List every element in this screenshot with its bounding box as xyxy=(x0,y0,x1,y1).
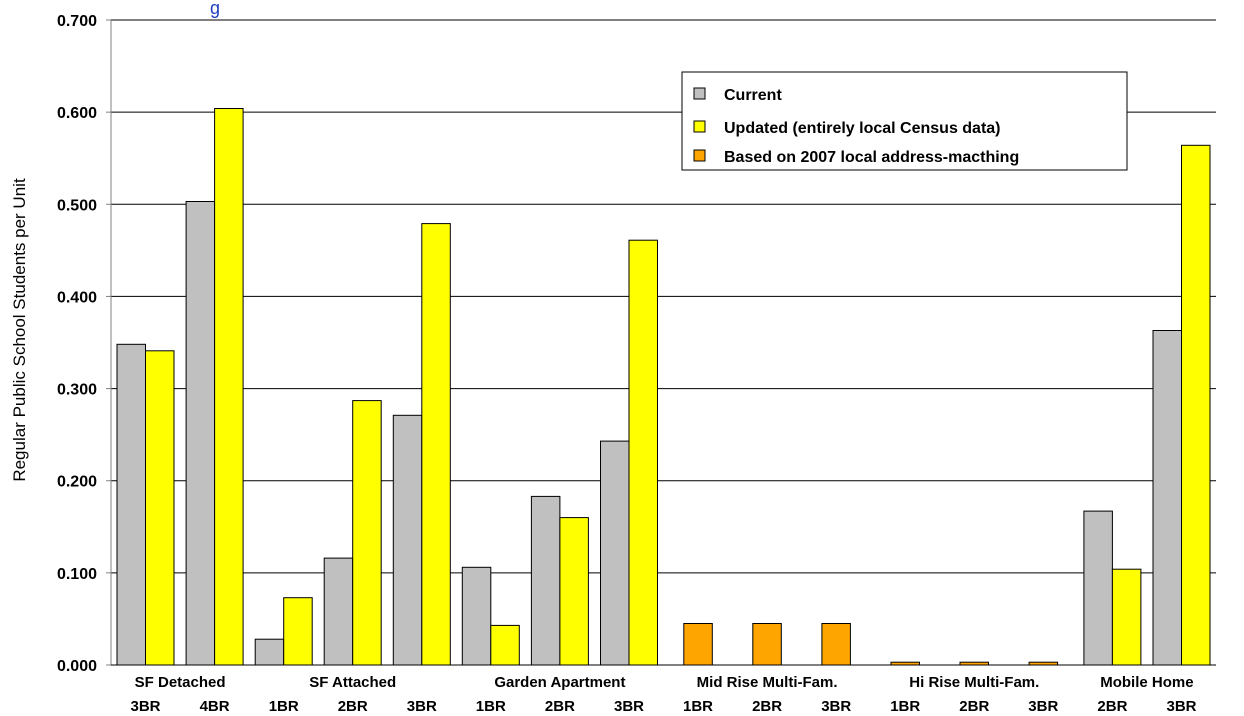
x-tick-label-bedrooms: 2BR xyxy=(752,698,782,715)
x-group-label: Garden Apartment xyxy=(494,674,625,691)
y-tick-label: 0.400 xyxy=(57,289,97,306)
x-tick-label-bedrooms: 3BR xyxy=(1166,698,1196,715)
x-tick-label-bedrooms: 2BR xyxy=(338,698,368,715)
legend-label-address-matching: Based on 2007 local address-macthing xyxy=(724,149,1019,166)
bar-current-14 xyxy=(1083,510,1113,666)
bar-based-9 xyxy=(752,623,782,666)
legend-label-updated: Updated (entirely local Census data) xyxy=(724,120,1001,137)
x-tick-label-bedrooms: 3BR xyxy=(614,698,644,715)
legend-swatch-current xyxy=(693,87,706,100)
bar-current-1 xyxy=(185,201,216,666)
chart-title-fragment: g xyxy=(210,0,220,18)
y-tick-label: 0.500 xyxy=(57,197,97,214)
bar-updated-3 xyxy=(352,400,382,666)
y-tick-labels: 0.000 0.100 0.200 0.300 0.400 0.500 0.600 0.700 xyxy=(57,13,111,675)
x-tick-label-bedrooms: 1BR xyxy=(890,698,920,715)
bar-based-8 xyxy=(683,623,713,666)
x-tick-label-bedrooms: 3BR xyxy=(821,698,851,715)
x-group-label: Mid Rise Multi-Fam. xyxy=(697,674,838,691)
y-tick-label: 0.000 xyxy=(57,658,97,675)
bar-updated-7 xyxy=(628,239,658,666)
x-tick-label-bedrooms: 1BR xyxy=(683,698,713,715)
legend-label-current: Current xyxy=(724,87,782,104)
legend-swatch-address-matching xyxy=(693,149,706,162)
x-tick-label-bedrooms: 1BR xyxy=(269,698,299,715)
bar-updated-0 xyxy=(145,350,175,666)
bar-updated-1 xyxy=(214,108,244,666)
bar-updated-4 xyxy=(421,223,451,666)
x-tick-label-bedrooms: 1BR xyxy=(476,698,506,715)
legend: Current Updated (entirely local Census d… xyxy=(681,71,1128,171)
y-tick-label: 0.700 xyxy=(57,13,97,30)
x-group-label: Mobile Home xyxy=(1100,674,1193,691)
x-tick-label-bedrooms: 3BR xyxy=(130,698,160,715)
x-tick-label-bedrooms: 3BR xyxy=(1028,698,1058,715)
x-tick-label-bedrooms: 2BR xyxy=(1097,698,1127,715)
bar-current-5 xyxy=(461,566,492,666)
y-tick-label: 0.200 xyxy=(57,474,97,491)
x-group-label: SF Detached xyxy=(135,674,226,691)
bar-based-10 xyxy=(821,623,851,666)
y-tick-label: 0.600 xyxy=(57,105,97,122)
bar-current-4 xyxy=(392,414,423,666)
x-tick-label-bedrooms: 4BR xyxy=(200,698,230,715)
bar-current-0 xyxy=(116,343,146,666)
bar-updated-15 xyxy=(1181,144,1211,666)
axes xyxy=(110,20,1216,666)
x-tick-labels: 3BR 4BR 1BR 2BR 3BR 1BR 2BR 3BR 1BR 2BR 3BR 1BR 2BR 3… xyxy=(130,674,1196,715)
x-tick-label-bedrooms: 2BR xyxy=(545,698,575,715)
bar-current-2 xyxy=(254,638,285,666)
bar-updated-5 xyxy=(490,624,520,666)
x-group-label: Hi Rise Multi-Fam. xyxy=(909,674,1039,691)
legend-swatch-updated xyxy=(693,120,706,133)
y-axis-label: Regular Public School Students per Unit xyxy=(10,178,29,482)
bar-updated-6 xyxy=(559,517,589,666)
bar-current-15 xyxy=(1152,330,1182,666)
bar-updated-2 xyxy=(283,597,313,666)
legend-box xyxy=(681,71,1128,171)
x-tick-label-bedrooms: 3BR xyxy=(407,698,437,715)
y-tick-label: 0.300 xyxy=(57,382,97,399)
bar-updated-14 xyxy=(1111,568,1142,666)
x-tick-label-bedrooms: 2BR xyxy=(959,698,989,715)
bar-current-6 xyxy=(530,495,561,666)
x-group-label: SF Attached xyxy=(309,674,396,691)
bar-current-3 xyxy=(323,557,354,666)
y-tick-label: 0.100 xyxy=(57,566,97,583)
bar-current-7 xyxy=(600,440,630,666)
